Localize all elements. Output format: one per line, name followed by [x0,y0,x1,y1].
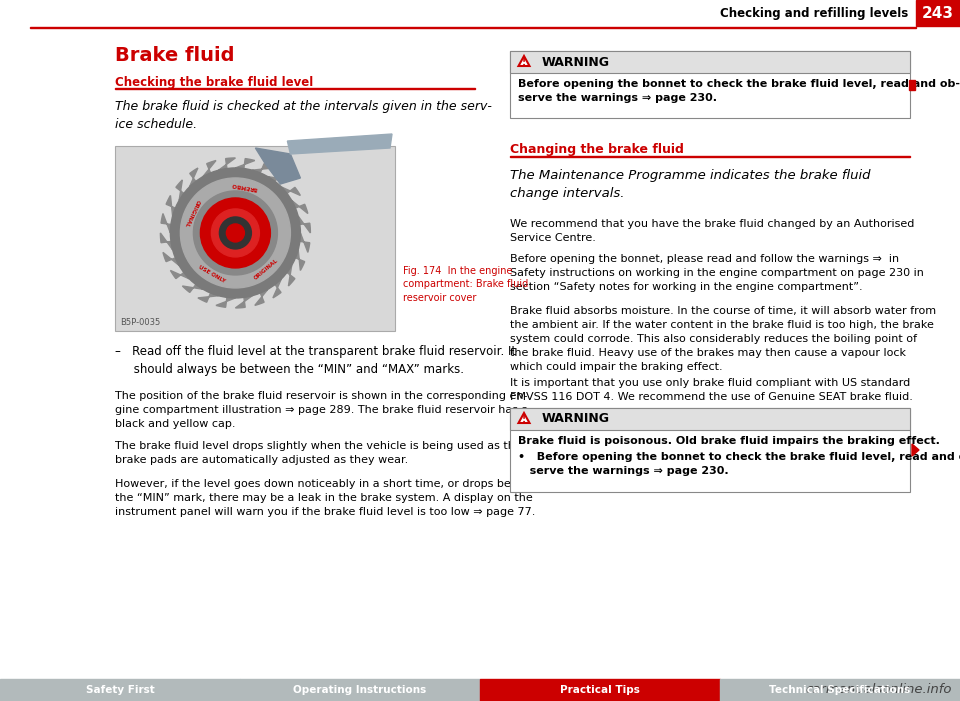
Text: WARNING: WARNING [542,412,610,426]
Circle shape [193,191,277,275]
Text: The position of the brake fluid reservoir is shown in the corresponding en-
gine: The position of the brake fluid reservoi… [115,391,528,429]
Text: Safety First: Safety First [85,685,155,695]
Polygon shape [287,266,295,286]
Circle shape [170,168,300,298]
Text: ORIGINAL: ORIGINAL [183,198,201,227]
Bar [0,679,240,701]
Bar [510,51,910,73]
Text: It is important that you use only brake fluid compliant with US standard
FMVSS 1: It is important that you use only brake … [510,378,913,402]
Text: BREMBO: BREMBO [230,181,257,191]
Polygon shape [189,168,198,187]
Polygon shape [182,285,203,292]
Polygon shape [273,279,281,298]
Bar [510,156,910,157]
Text: ORIGINAL: ORIGINAL [253,258,279,281]
Text: WARNING: WARNING [542,55,610,69]
Text: Checking and refilling levels: Checking and refilling levels [720,6,908,20]
Text: !: ! [522,415,526,424]
Text: –   Read off the fluid level at the transparent brake fluid reservoir. It
     s: – Read off the fluid level at the transp… [115,345,516,376]
Text: Technical Specifications: Technical Specifications [769,685,911,695]
Text: Before opening the bonnet, please read and follow the warnings ⇒  in
Safety inst: Before opening the bonnet, please read a… [510,254,924,292]
Bar [115,146,395,331]
Polygon shape [203,161,216,177]
Bar [510,408,910,492]
Polygon shape [268,173,288,182]
Polygon shape [518,56,530,66]
Text: Checking the brake fluid level: Checking the brake fluid level [115,76,313,89]
Circle shape [211,209,259,257]
Polygon shape [161,214,171,233]
Bar [720,679,960,701]
Polygon shape [219,158,235,170]
Polygon shape [255,148,300,184]
Bar [510,51,910,118]
Polygon shape [296,250,304,271]
Text: •   Before opening the bonnet to check the brake fluid level, read and ob-
   se: • Before opening the bonnet to check the… [518,452,960,476]
Bar [510,408,910,430]
Polygon shape [254,290,268,306]
Text: Operating Instructions: Operating Instructions [294,685,426,695]
Polygon shape [292,200,308,214]
Polygon shape [198,293,219,302]
Polygon shape [163,252,180,266]
Text: carmanualsonline.info: carmanualsonline.info [805,683,952,696]
Text: Brake fluid: Brake fluid [115,46,234,65]
Bar [115,88,475,89]
Circle shape [201,198,271,268]
Text: 243: 243 [922,6,954,20]
Text: Fig. 174  In the engine
compartment: Brake fluid
reservoir cover: Fig. 174 In the engine compartment: Brak… [403,266,528,303]
Text: B5P-0035: B5P-0035 [120,318,160,327]
Polygon shape [252,163,273,173]
Polygon shape [300,233,310,252]
Bar [240,679,480,701]
Text: The brake fluid level drops slightly when the vehicle is being used as the
brake: The brake fluid level drops slightly whe… [115,441,521,465]
Text: Changing the brake fluid: Changing the brake fluid [510,143,684,156]
Text: Practical Tips: Practical Tips [560,685,640,695]
Circle shape [220,217,252,249]
Polygon shape [160,233,173,250]
Text: !: ! [522,58,526,67]
Polygon shape [235,296,252,308]
Bar [909,79,915,90]
Text: However, if the level goes down noticeably in a short time, or drops below
the “: However, if the level goes down noticeab… [115,479,536,517]
Text: USE ONLY: USE ONLY [197,265,226,284]
Bar [916,0,960,26]
Polygon shape [518,413,530,423]
Polygon shape [176,180,183,200]
Polygon shape [912,444,919,456]
Polygon shape [171,271,189,279]
Text: Brake fluid absorbs moisture. In the course of time, it will absorb water from
t: Brake fluid absorbs moisture. In the cou… [510,306,936,372]
Text: Before opening the bonnet to check the brake fluid level, read and ob-
serve the: Before opening the bonnet to check the b… [518,79,960,103]
Text: The brake fluid is checked at the intervals given in the serv-
ice schedule.: The brake fluid is checked at the interv… [115,100,492,131]
Circle shape [227,224,245,242]
Text: We recommend that you have the brake fluid changed by an Authorised
Service Cent: We recommend that you have the brake flu… [510,219,914,243]
Polygon shape [281,187,300,196]
Bar [30,27,916,28]
Polygon shape [216,297,235,307]
Polygon shape [287,134,392,154]
Bar [480,679,720,701]
Text: The Maintenance Programme indicates the brake fluid
change intervals.: The Maintenance Programme indicates the … [510,169,871,200]
Polygon shape [235,158,254,168]
Circle shape [180,178,290,288]
Text: Brake fluid is poisonous. Old brake fluid impairs the braking effect.: Brake fluid is poisonous. Old brake flui… [518,436,940,446]
Polygon shape [166,196,176,216]
Polygon shape [299,216,310,233]
